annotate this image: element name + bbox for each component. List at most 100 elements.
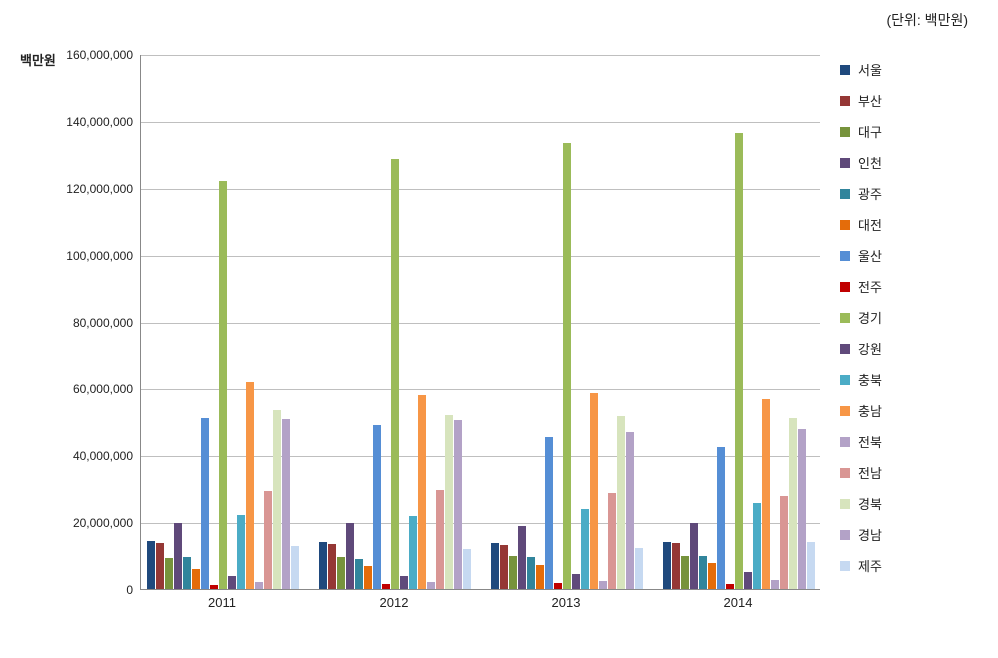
ytick-label: 40,000,000 — [13, 449, 133, 463]
bar — [445, 415, 453, 589]
bar — [518, 526, 526, 589]
bar — [554, 583, 562, 589]
legend-label: 제주 — [858, 556, 882, 575]
bar — [735, 133, 743, 589]
legend-swatch — [840, 530, 850, 540]
legend: 서울부산대구인천광주대전울산전주경기강원충북충남전북전남경북경남제주 — [840, 60, 980, 587]
bar — [753, 503, 761, 589]
bar — [762, 399, 770, 589]
legend-item: 전주 — [840, 277, 980, 296]
legend-item: 서울 — [840, 60, 980, 79]
bar — [192, 569, 200, 589]
legend-item: 경남 — [840, 525, 980, 544]
legend-label: 인천 — [858, 153, 882, 172]
legend-label: 경기 — [858, 308, 882, 327]
bar — [491, 543, 499, 589]
bar — [201, 418, 209, 589]
bar — [708, 563, 716, 589]
ytick-label: 160,000,000 — [13, 48, 133, 62]
xtick-label: 2012 — [318, 595, 470, 610]
bar — [409, 516, 417, 589]
legend-item: 대전 — [840, 215, 980, 234]
bar — [382, 584, 390, 589]
legend-item: 충남 — [840, 401, 980, 420]
bar — [328, 544, 336, 589]
legend-label: 충북 — [858, 370, 882, 389]
bar — [599, 581, 607, 589]
legend-label: 부산 — [858, 91, 882, 110]
bar — [147, 541, 155, 589]
bar — [563, 143, 571, 589]
bar — [237, 515, 245, 589]
legend-label: 울산 — [858, 246, 882, 265]
bar — [681, 556, 689, 589]
legend-item: 대구 — [840, 122, 980, 141]
legend-swatch — [840, 96, 850, 106]
legend-label: 대구 — [858, 122, 882, 141]
legend-swatch — [840, 220, 850, 230]
bar — [210, 585, 218, 589]
bar — [500, 545, 508, 589]
bar — [436, 490, 444, 589]
bar — [617, 416, 625, 589]
gridline — [141, 389, 820, 390]
legend-swatch — [840, 127, 850, 137]
legend-swatch — [840, 313, 850, 323]
legend-item: 강원 — [840, 339, 980, 358]
bar — [726, 584, 734, 589]
bar — [291, 546, 299, 589]
bar — [264, 491, 272, 589]
xtick-label: 2014 — [662, 595, 814, 610]
bar — [771, 580, 779, 589]
bar — [527, 557, 535, 589]
legend-item: 인천 — [840, 153, 980, 172]
bar — [590, 393, 598, 589]
bar — [174, 523, 182, 589]
bar — [536, 565, 544, 589]
gridline — [141, 189, 820, 190]
bar — [246, 382, 254, 589]
bar — [427, 582, 435, 589]
bar — [463, 549, 471, 589]
legend-swatch — [840, 375, 850, 385]
legend-swatch — [840, 158, 850, 168]
legend-swatch — [840, 282, 850, 292]
bar — [346, 523, 354, 589]
bar — [156, 543, 164, 589]
legend-label: 광주 — [858, 184, 882, 203]
ytick-label: 60,000,000 — [13, 382, 133, 396]
legend-swatch — [840, 189, 850, 199]
legend-item: 전북 — [840, 432, 980, 451]
bar — [635, 548, 643, 589]
bar — [744, 572, 752, 589]
bar — [454, 420, 462, 589]
bar — [418, 395, 426, 589]
bar — [228, 576, 236, 589]
legend-label: 경북 — [858, 494, 882, 513]
plot-area — [140, 55, 820, 590]
bar — [663, 542, 671, 589]
legend-item: 경북 — [840, 494, 980, 513]
legend-item: 제주 — [840, 556, 980, 575]
bar — [337, 557, 345, 589]
unit-label: (단위: 백만원) — [886, 10, 968, 30]
chart-container: (단위: 백만원) 백만원 020,000,00040,000,00060,00… — [0, 0, 998, 658]
legend-item: 부산 — [840, 91, 980, 110]
bar — [608, 493, 616, 589]
legend-item: 경기 — [840, 308, 980, 327]
gridline — [141, 256, 820, 257]
bar — [391, 159, 399, 589]
bar — [545, 437, 553, 589]
bar — [581, 509, 589, 589]
legend-item: 광주 — [840, 184, 980, 203]
legend-label: 전남 — [858, 463, 882, 482]
bar — [509, 556, 517, 589]
legend-label: 충남 — [858, 401, 882, 420]
bar — [717, 447, 725, 589]
legend-label: 대전 — [858, 215, 882, 234]
bar — [807, 542, 815, 589]
legend-label: 서울 — [858, 60, 882, 79]
bar — [789, 418, 797, 589]
legend-swatch — [840, 344, 850, 354]
legend-label: 전주 — [858, 277, 882, 296]
